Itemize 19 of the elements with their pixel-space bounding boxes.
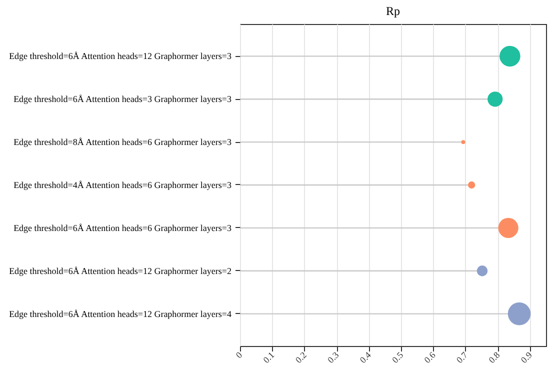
y-tick-label: Edge threshold=4Å Attention heads=6 Graphormer layers=3 xyxy=(14,180,232,190)
y-tick-label: Edge threshold=6Å Attention heads=3 Graphormer layers=3 xyxy=(14,94,232,104)
x-tick-label: 0.5 xyxy=(390,350,406,365)
y-tick-label: Edge threshold=6Å Attention heads=6 Graphormer layers=3 xyxy=(14,222,232,233)
x-tick-label: 0.1 xyxy=(261,350,276,365)
point xyxy=(488,92,503,107)
x-tick-label: 0.8 xyxy=(486,350,502,365)
x-tick-label: 0 xyxy=(234,350,244,360)
y-tick-label: Edge threshold=6Å Attention heads=12 Graphormer layers=4 xyxy=(9,308,232,319)
x-tick-label: 0.7 xyxy=(454,350,470,365)
y-tick-label: Edge threshold=6Å Attention heads=12 Graphormer layers=3 xyxy=(9,51,232,62)
x-tick-label: 0.6 xyxy=(422,350,438,365)
x-tick-label: 0.9 xyxy=(518,350,534,365)
chart-title: Rp xyxy=(386,4,400,18)
x-tick-label: 0.4 xyxy=(358,350,374,365)
x-tick-label: 0.3 xyxy=(326,350,342,365)
x-tick-label: 0.2 xyxy=(293,350,308,365)
y-tick-label: Edge threshold=6Å Attention heads=12 Graphormer layers=2 xyxy=(9,266,232,276)
y-tick-label: Edge threshold=8Å Attention heads=6 Graphormer layers=3 xyxy=(14,137,232,148)
